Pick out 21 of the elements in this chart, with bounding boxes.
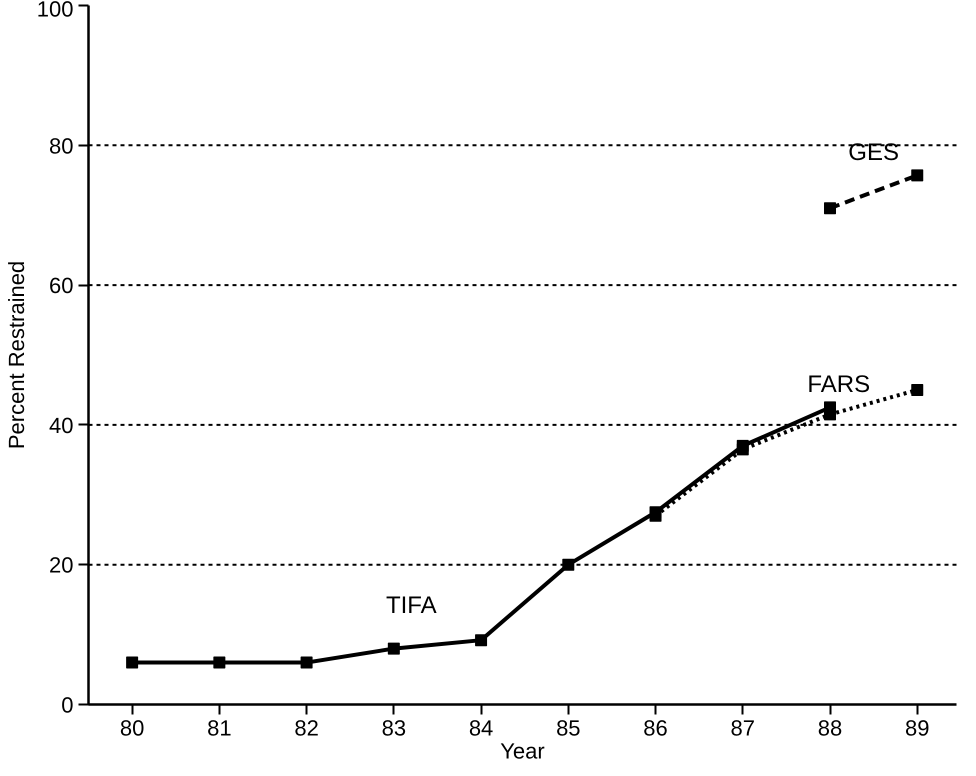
- series-label: FARS: [807, 370, 870, 398]
- y-tick-label: 40: [49, 412, 74, 438]
- x-tick-label: 85: [556, 716, 581, 740]
- x-tick-label: 87: [730, 716, 756, 740]
- series-label: GES: [848, 138, 899, 166]
- series-label: TIFA: [386, 592, 437, 619]
- x-tick-label: 84: [468, 716, 494, 740]
- y-axis-title: Percent Restrained: [4, 260, 29, 450]
- y-tick-label: 0: [61, 692, 74, 718]
- x-tick-label: 81: [207, 716, 232, 740]
- x-tick-label: 89: [905, 716, 930, 740]
- x-tick-label: 88: [818, 716, 842, 740]
- x-axis-title: Year: [500, 738, 545, 764]
- y-tick-label: 80: [49, 133, 74, 158]
- x-tick-label: 86: [643, 716, 668, 740]
- x-tick-label: 80: [120, 716, 144, 740]
- y-tick-label: 60: [49, 273, 74, 298]
- x-tick-label: 82: [294, 716, 319, 740]
- y-tick-label: 20: [49, 552, 74, 578]
- x-tick-label: 83: [382, 716, 406, 740]
- y-tick-label: 100: [36, 0, 74, 22]
